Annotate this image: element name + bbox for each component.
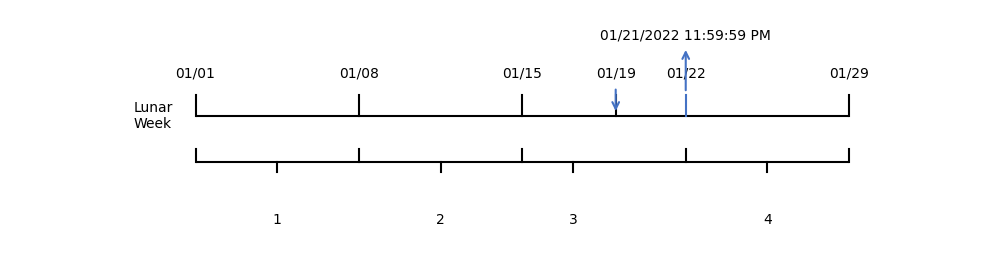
Text: 01/01: 01/01 — [176, 66, 216, 80]
Text: 01/29: 01/29 — [828, 66, 869, 80]
Text: 01/08: 01/08 — [339, 66, 378, 80]
Text: Lunar
Week: Lunar Week — [133, 101, 173, 131]
Text: 2: 2 — [436, 213, 444, 227]
Text: 4: 4 — [762, 213, 771, 227]
Text: 01/15: 01/15 — [502, 66, 542, 80]
Text: 1: 1 — [273, 213, 282, 227]
Text: 01/19: 01/19 — [595, 66, 635, 80]
Text: 3: 3 — [568, 213, 577, 227]
Text: 01/22: 01/22 — [665, 66, 705, 80]
Text: 01/21/2022 11:59:59 PM: 01/21/2022 11:59:59 PM — [600, 29, 770, 43]
